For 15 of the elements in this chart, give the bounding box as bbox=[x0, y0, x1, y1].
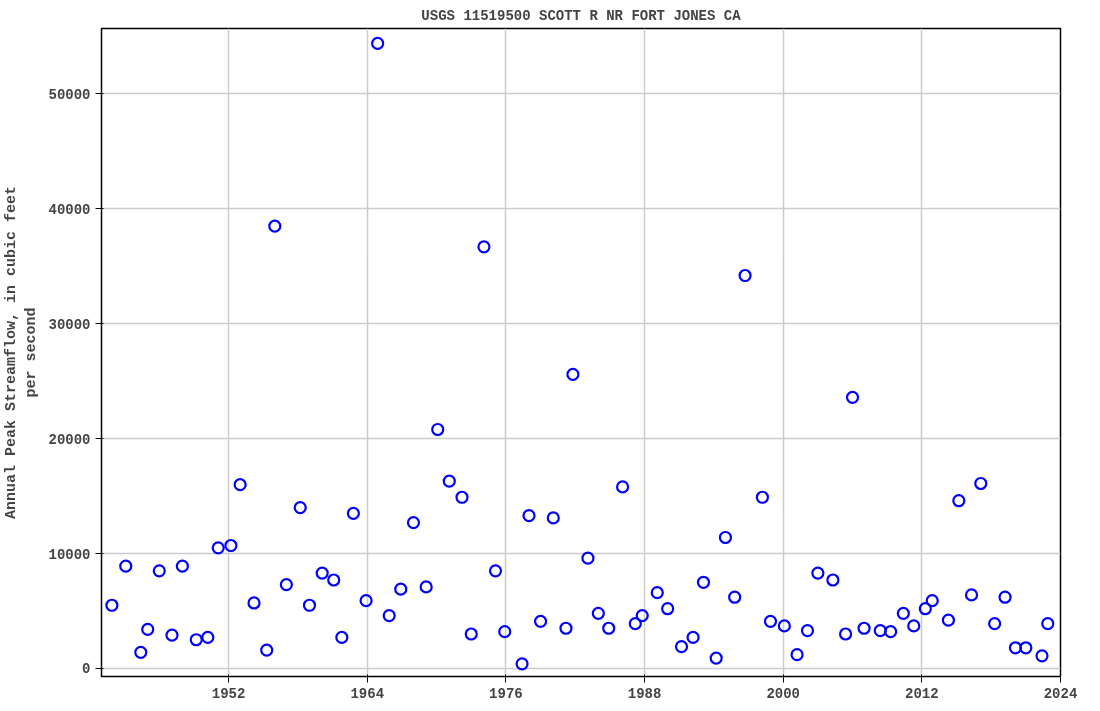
y-tick-label: 20000 bbox=[48, 431, 91, 448]
x-tick-label: 2000 bbox=[766, 685, 801, 702]
y-tick-label: 30000 bbox=[48, 316, 91, 333]
y-tick-label: 10000 bbox=[48, 546, 91, 563]
chart-title: USGS 11519500 SCOTT R NR FORT JONES CA bbox=[421, 7, 742, 24]
x-tick-label: 1988 bbox=[627, 685, 662, 702]
x-tick-label: 2024 bbox=[1043, 685, 1078, 702]
x-tick-label: 1976 bbox=[489, 685, 523, 702]
y-tick-label: 50000 bbox=[48, 86, 91, 103]
y-axis-title: Annual Peak Streamflow, in cubic feet per second bbox=[3, 185, 41, 520]
x-tick-label: 1964 bbox=[350, 685, 385, 702]
x-tick-label: 2012 bbox=[905, 685, 939, 702]
y-tick-label: 0 bbox=[82, 661, 91, 678]
y-tick-label: 40000 bbox=[48, 201, 91, 218]
x-tick-label: 1952 bbox=[211, 685, 246, 702]
